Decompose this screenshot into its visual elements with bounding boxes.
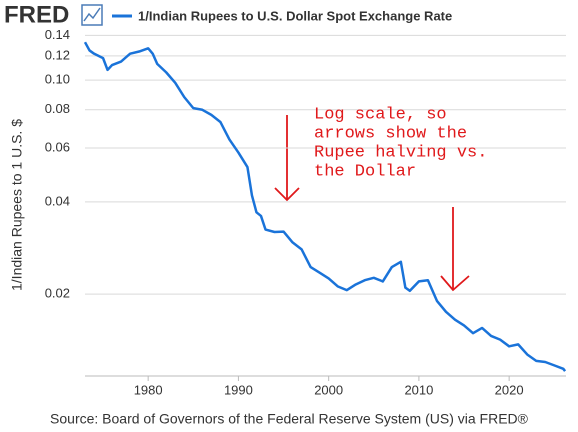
x-tick-label: 2000	[314, 382, 343, 397]
logo-icon	[81, 4, 103, 26]
y-tick-label: 0.12	[45, 47, 70, 62]
x-tick-label: 1980	[134, 382, 163, 397]
data-line	[83, 41, 567, 372]
annotation: the Dollar	[314, 162, 416, 181]
x-tick-label: 1990	[224, 382, 253, 397]
source: Source: Board of Governors of the Federa…	[50, 411, 529, 427]
logo: FRED	[4, 1, 69, 28]
annotation: Log scale, so	[314, 105, 447, 124]
annotation: arrows show the	[314, 124, 467, 143]
arrow	[440, 207, 470, 292]
arrow	[274, 115, 300, 202]
y-tick-label: 0.04	[45, 193, 70, 208]
y-tick-label: 0.14	[45, 27, 70, 42]
x-tick-label: 2020	[495, 382, 524, 397]
x-tick-label: 2010	[404, 382, 433, 397]
y-tick-label: 0.06	[45, 139, 70, 154]
y-tick-label: 0.08	[45, 101, 70, 116]
y-axis-label: 1/Indian Rupees to 1 U.S. $	[9, 119, 25, 291]
y-tick-label: 0.02	[45, 286, 70, 301]
legend-label: 1/Indian Rupees to U.S. Dollar Spot Exch…	[138, 8, 452, 23]
annotation: Rupee halving vs.	[314, 143, 487, 162]
y-tick-label: 0.10	[45, 72, 70, 87]
